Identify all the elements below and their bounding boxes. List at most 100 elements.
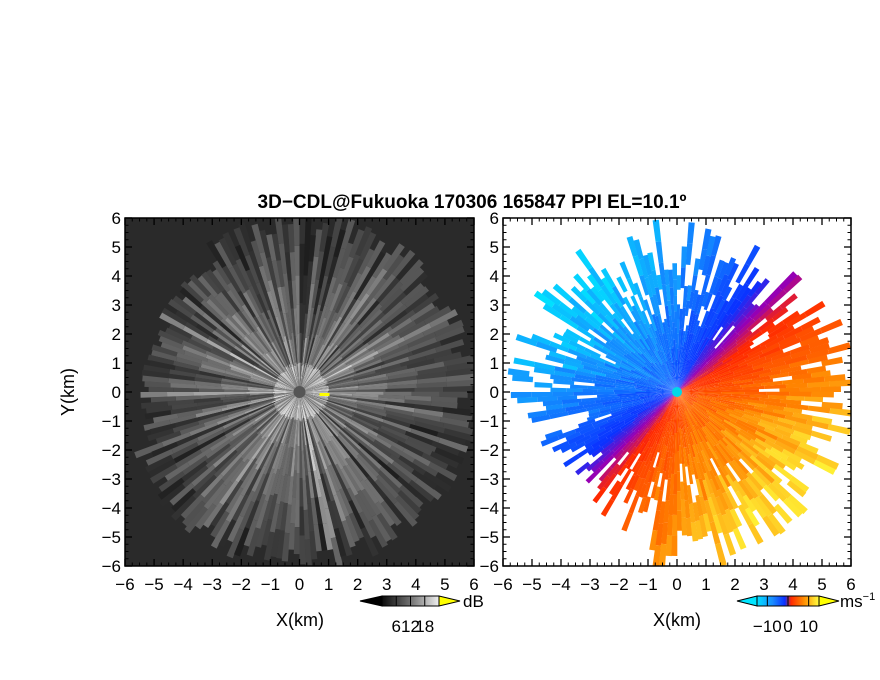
- velocity-cell: [683, 412, 692, 433]
- snr-cell: [326, 403, 355, 417]
- velocity-cell: [748, 331, 763, 343]
- velocity-cell: [677, 392, 692, 410]
- velocity-cell: [673, 295, 677, 312]
- velocity-cell: [750, 438, 767, 452]
- velocity-cell: [637, 359, 652, 372]
- velocity-cell: [767, 323, 789, 339]
- colorbar-tick-label: 0: [783, 617, 792, 636]
- velocity-cell: [714, 377, 734, 384]
- velocity-cell: [626, 455, 637, 470]
- snr-cell: [312, 310, 323, 339]
- velocity-cell: [609, 429, 623, 440]
- velocity-cell: [621, 440, 632, 452]
- velocity-cell: [782, 326, 803, 340]
- snr-cell: [247, 395, 274, 402]
- velocity-cell: [691, 461, 699, 480]
- velocity-cell: [748, 522, 764, 545]
- velocity-cell: [570, 384, 588, 389]
- snr-cell: [284, 392, 300, 415]
- velocity-cell: [725, 474, 739, 493]
- velocity-cell: [684, 408, 694, 426]
- snr-cell: [255, 361, 279, 378]
- velocity-cell: [639, 369, 653, 378]
- velocity-cell: [609, 340, 628, 356]
- velocity-cell: [709, 403, 727, 412]
- snr-cell: [380, 365, 408, 375]
- velocity-cell: [622, 296, 634, 312]
- velocity-cell: [720, 419, 737, 432]
- snr-cell: [233, 227, 250, 257]
- snr-cell: [299, 364, 308, 392]
- velocity-cell: [713, 444, 729, 465]
- y-tick-label: 0: [490, 383, 499, 402]
- velocity-cell: [747, 429, 767, 443]
- snr-cell: [299, 392, 328, 393]
- velocity-cell: [630, 295, 641, 311]
- snr-cell: [312, 341, 329, 368]
- snr-cell: [442, 412, 473, 423]
- velocity-cell: [783, 497, 803, 518]
- snr-cell: [307, 419, 318, 447]
- velocity-cell: [687, 342, 695, 360]
- velocity-cell: [700, 360, 714, 372]
- snr-cell: [321, 309, 336, 338]
- velocity-cell: [702, 228, 712, 250]
- snr-cell: [234, 357, 257, 371]
- velocity-cell: [515, 334, 538, 347]
- velocity-cell: [735, 490, 750, 510]
- velocity-cell: [780, 365, 802, 374]
- snr-cell: [299, 368, 312, 392]
- velocity-cell: [537, 396, 558, 402]
- velocity-cell: [744, 408, 762, 417]
- velocity-cell: [656, 426, 665, 445]
- snr-cell: [184, 506, 208, 534]
- velocity-cell: [637, 417, 652, 432]
- snr-cell: [240, 457, 258, 482]
- snr-cell: [359, 447, 383, 470]
- snr-cell: [267, 414, 285, 438]
- velocity-cell: [652, 294, 661, 315]
- velocity-cell: [574, 370, 596, 378]
- velocity-cell: [689, 334, 696, 350]
- snr-cell: [218, 237, 237, 266]
- velocity-cell: [541, 289, 562, 307]
- snr-cell: [207, 335, 232, 353]
- velocity-cell: [677, 382, 698, 392]
- velocity-cell: [610, 483, 624, 502]
- velocity-cell: [750, 497, 767, 519]
- velocity-cell: [741, 415, 759, 425]
- velocity-cell: [714, 475, 726, 494]
- velocity-cell: [706, 346, 723, 363]
- x-tick-label: −2: [609, 575, 628, 594]
- snr-cell: [196, 384, 223, 390]
- snr-cell: [225, 370, 251, 380]
- snr-cell: [299, 392, 313, 420]
- snr-cell: [377, 427, 406, 443]
- velocity-cell: [576, 355, 598, 366]
- velocity-cell: [698, 396, 721, 403]
- snr-cell: [288, 339, 295, 366]
- snr-cell: [299, 367, 309, 392]
- velocity-cell: [745, 507, 760, 527]
- snr-cell: [385, 387, 415, 392]
- velocity-cell: [710, 363, 728, 375]
- velocity-cell: [654, 401, 666, 412]
- snr-cell: [357, 275, 377, 301]
- snr-cell: [307, 283, 315, 311]
- velocity-cell: [804, 300, 826, 317]
- velocity-cell: [754, 437, 773, 451]
- velocity-cell: [704, 499, 715, 523]
- velocity-cell: [689, 426, 699, 445]
- snr-cell: [299, 362, 307, 392]
- x-tick-label: 1: [324, 575, 333, 594]
- snr-cell: [348, 355, 375, 370]
- velocity-cell: [513, 357, 535, 367]
- snr-cell: [181, 340, 207, 354]
- snr-cell: [293, 392, 300, 418]
- velocity-cell: [764, 427, 784, 439]
- snr-cell: [146, 405, 173, 414]
- velocity-cell: [692, 407, 709, 424]
- snr-cell: [231, 493, 250, 522]
- snr-cell: [358, 385, 388, 390]
- velocity-cell: [681, 341, 686, 359]
